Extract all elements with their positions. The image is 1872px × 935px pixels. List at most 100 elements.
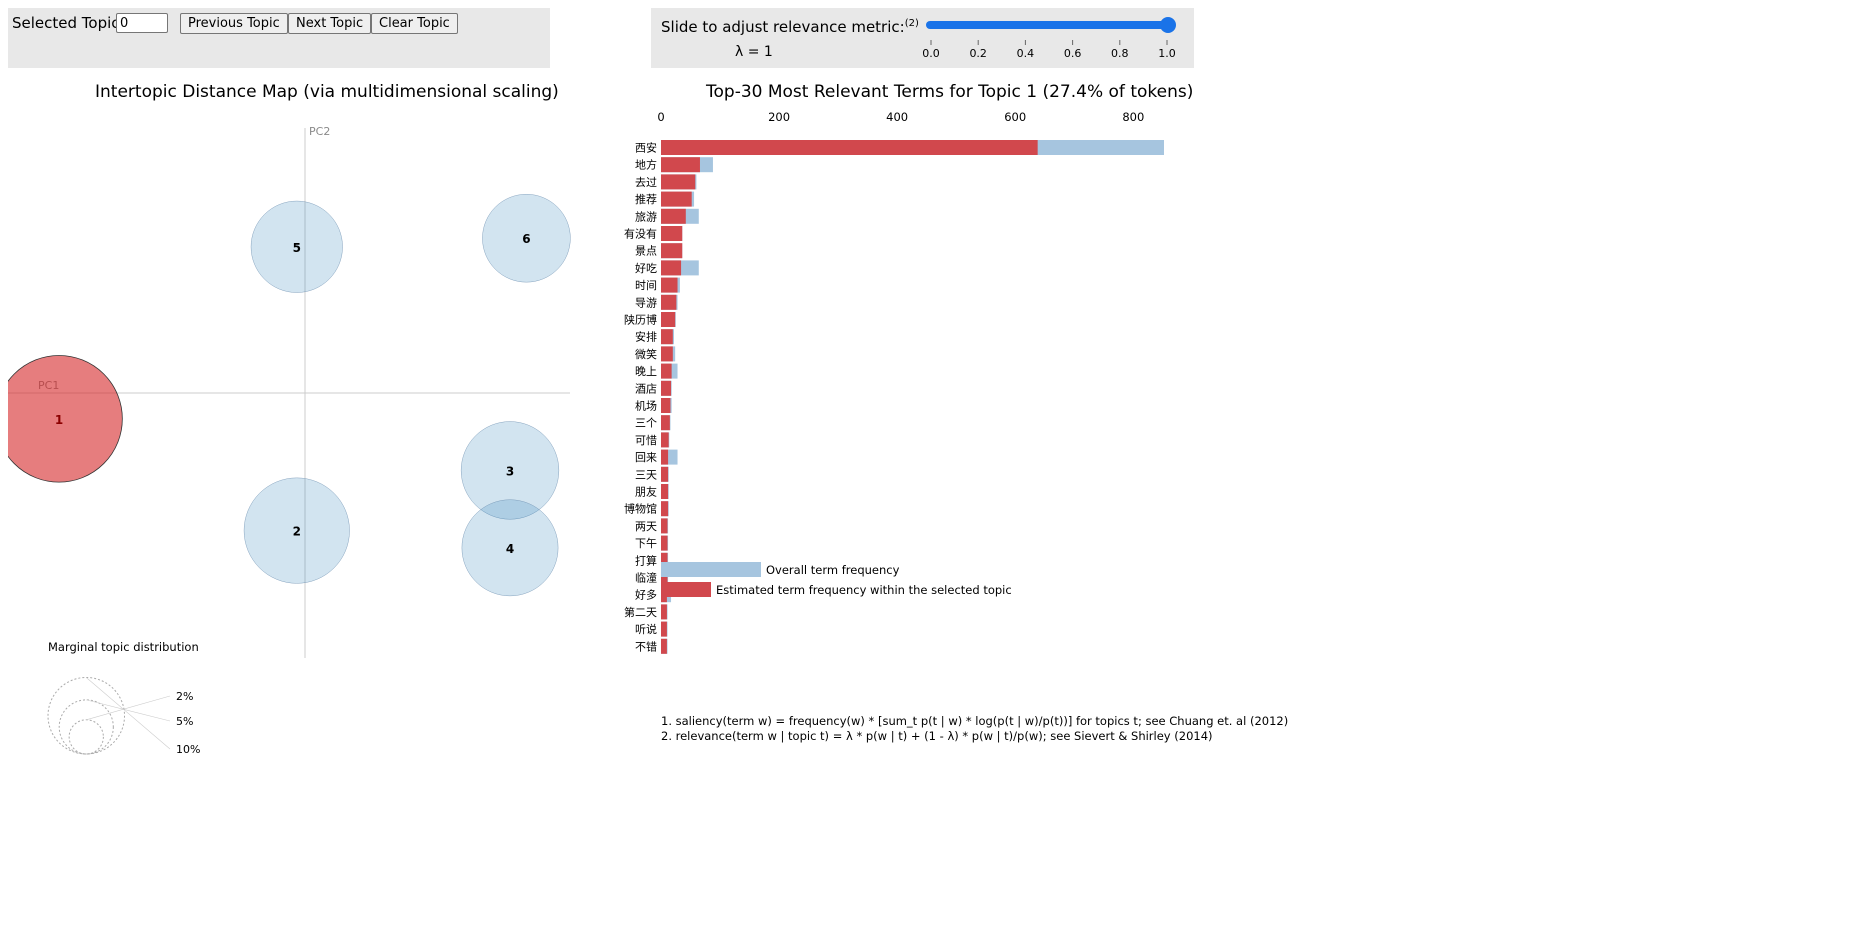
topic-circle-3: [460, 421, 560, 520]
marginal-legend-label: 10%: [176, 743, 200, 756]
selected-topic-label: Selected Topic:: [12, 14, 125, 32]
legend-overall-label: Overall term frequency: [766, 563, 900, 577]
term-label: 安排: [635, 330, 657, 344]
slider-tick-label: 0.0: [922, 47, 940, 60]
topic-frequency-bar: [661, 329, 673, 345]
topic-label-6: 6: [522, 232, 530, 246]
topic-frequency-bar: [661, 415, 670, 431]
term-label: 临潼: [635, 571, 657, 585]
bar-chart-title: Top-30 Most Relevant Terms for Topic 1 (…: [706, 82, 1194, 102]
marginal-legend-leader: [86, 695, 171, 721]
term-label: 导游: [635, 296, 657, 309]
term-label: 朋友: [635, 485, 657, 499]
topic-frequency-bar: [661, 157, 700, 173]
topic-frequency-bar: [661, 638, 667, 654]
term-label: 好多: [635, 588, 657, 602]
topic-frequency-bar: [661, 432, 669, 448]
marginal-legend-label: 2%: [176, 690, 193, 703]
topic-frequency-bar: [661, 398, 671, 413]
clear-topic-button[interactable]: Clear Topic: [371, 13, 458, 34]
topic-frequency-bar: [661, 277, 678, 293]
topic-circle-2: [243, 477, 350, 584]
topic-frequency-bar: [661, 226, 683, 241]
relevance-footnote: 2. relevance(term w | topic t) = λ * p(w…: [661, 729, 1213, 743]
marginal-legend-circle: [68, 719, 104, 755]
slider-tick-label: 1.0: [1158, 47, 1176, 60]
topic-circles: [8, 194, 571, 597]
term-label: 回来: [635, 451, 657, 464]
topic-frequency-bar: [661, 243, 683, 259]
mds-chart-title: Intertopic Distance Map (via multidimens…: [95, 82, 559, 102]
x-tick-label: 600: [1004, 110, 1026, 124]
slider-axis: 0.0 0.2 0.4 0.6 0.8 1.0: [922, 40, 1176, 60]
term-label: 可惜: [635, 433, 657, 447]
topic-circle-1: [8, 355, 123, 483]
term-label: 不错: [635, 639, 657, 653]
topic-control-panel: Selected Topic: Previous Topic Next Topi…: [8, 8, 550, 68]
topic-label-3: 3: [506, 464, 514, 478]
term-label: 三天: [635, 468, 657, 481]
slider-tick-label: 0.8: [1111, 47, 1129, 60]
term-label: 两天: [635, 520, 657, 533]
x-tick-label: 0: [657, 110, 664, 124]
relevant-terms-bar-chart: 0 200 400 600 800 西安地方去过推荐旅游有没有景点好吃时间导游陕历博安排微…: [624, 110, 1164, 654]
term-label: 去过: [635, 176, 657, 189]
selected-topic-input[interactable]: [116, 13, 168, 33]
legend-estimated-swatch: [661, 582, 711, 597]
relevance-slider-panel: Slide to adjust relevance metric:(2) λ =…: [651, 8, 1194, 68]
relevance-slider-label: Slide to adjust relevance metric:(2): [661, 18, 919, 36]
topic-frequency-bar: [661, 208, 686, 224]
intertopic-distance-map: PC2PC1123456Marginal topic distribution2…: [8, 125, 571, 756]
topic-frequency-bar: [661, 518, 668, 534]
x-tick-label: 200: [768, 110, 790, 124]
topic-frequency-bar: [661, 380, 672, 396]
term-label: 有没有: [624, 227, 657, 241]
x-tick-label: 800: [1122, 110, 1144, 124]
term-label: 晚上: [635, 365, 657, 378]
term-label: 好吃: [635, 261, 657, 275]
topic-frequency-bar: [661, 294, 677, 310]
term-label: 三个: [635, 417, 657, 430]
topic-frequency-bar: [661, 621, 667, 637]
marginal-legend-leader: [86, 677, 171, 750]
topic-frequency-bar: [661, 501, 669, 517]
term-label: 微笑: [635, 347, 657, 361]
topic-label-1: 1: [55, 413, 63, 427]
topic-frequency-bar: [661, 363, 672, 379]
term-label: 景点: [635, 245, 657, 258]
previous-topic-button[interactable]: Previous Topic: [180, 13, 288, 34]
topic-circle-4: [461, 499, 559, 597]
saliency-footnote: 1. saliency(term w) = frequency(w) * [su…: [661, 714, 1289, 728]
term-label: 下午: [635, 537, 657, 550]
term-label: 时间: [635, 279, 657, 292]
next-topic-button[interactable]: Next Topic: [288, 13, 372, 34]
topic-frequency-bar: [661, 604, 667, 620]
term-label: 地方: [635, 158, 657, 172]
topic-frequency-bar: [661, 570, 668, 585]
topic-frequency-bar: [661, 140, 1038, 155]
slider-tick-label: 0.4: [1017, 47, 1035, 60]
term-label: 酒店: [635, 381, 657, 395]
topic-frequency-bar: [661, 191, 692, 207]
legend-estimated-label: Estimated term frequency within the sele…: [716, 583, 1012, 597]
term-label: 听说: [635, 622, 657, 636]
term-label: 第二天: [624, 605, 657, 619]
relevance-slider-thumb[interactable]: [1160, 17, 1176, 33]
topic-frequency-bar: [661, 484, 669, 499]
pc2-axis-label: PC2: [309, 125, 330, 138]
marginal-legend-circle: [47, 676, 126, 755]
topic-frequency-bar: [661, 174, 696, 190]
x-tick-label: 400: [886, 110, 908, 124]
term-label: 博物馆: [624, 502, 657, 516]
slider-footnote-ref: (2): [904, 18, 919, 29]
topic-frequency-bar: [661, 552, 668, 568]
topic-circle-6: [482, 194, 571, 283]
slider-tick-label: 0.6: [1064, 47, 1082, 60]
relevance-slider-track[interactable]: [926, 21, 1166, 29]
topic-frequency-bar: [661, 466, 669, 482]
topic-frequency-bar: [661, 312, 676, 327]
topic-frequency-bar: [661, 449, 669, 465]
marginal-legend-leader: [86, 699, 171, 722]
term-label: 打算: [635, 553, 657, 567]
term-label: 机场: [635, 399, 657, 413]
